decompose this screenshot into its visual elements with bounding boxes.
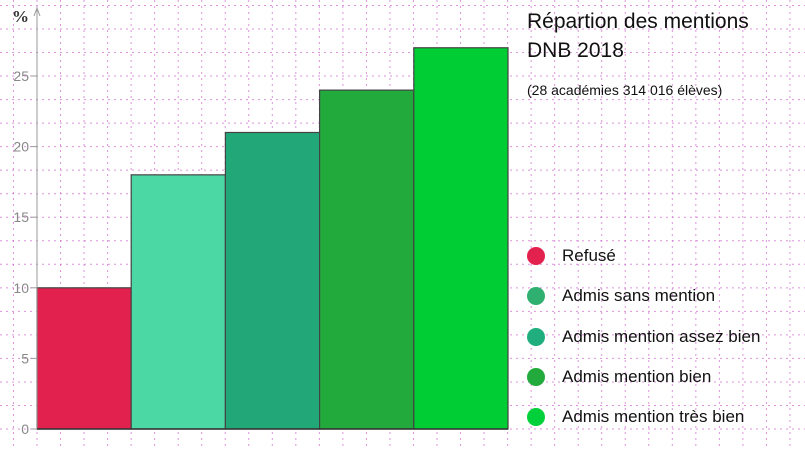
bar-5 [413, 47, 509, 430]
y-tick-label: 15 [13, 209, 29, 225]
legend-swatch [527, 368, 545, 387]
legend-item-tres-bien: Admis mention très bien [527, 397, 760, 437]
legend-label: Admis sans mention [562, 286, 716, 306]
legend-label: Admis mention très bien [562, 407, 745, 427]
bar-2 [130, 174, 226, 430]
chart-title-line-1: Répartion des mentions [527, 10, 749, 33]
chart-title-line-2: DNB 2018 [527, 39, 624, 62]
y-axis-arrow-icon [33, 6, 41, 17]
legend-item-assez-bien: Admis mention assez bien [527, 317, 760, 357]
legend-swatch [527, 287, 545, 306]
legend-swatch [527, 327, 545, 346]
chart-subtitle: (28 académies 314 016 élèves) [527, 82, 723, 98]
bar-3 [224, 131, 321, 430]
axes: 0 5 10 15 20 25 [13, 6, 508, 437]
legend-item-refuse: Refusé [527, 236, 760, 276]
y-tick-label: 5 [21, 350, 29, 366]
y-tick-label: 10 [13, 280, 29, 296]
y-tick-label: 0 [21, 421, 29, 437]
bars [36, 47, 509, 430]
legend-swatch [527, 408, 545, 427]
legend-label: Admis mention assez bien [562, 326, 761, 346]
legend: Refusé Admis sans mention Admis mention … [527, 236, 760, 437]
bar-4 [319, 89, 415, 430]
y-axis-label: % [12, 7, 29, 26]
legend-item-bien: Admis mention bien [527, 357, 760, 397]
bar-1 [36, 287, 132, 430]
legend-swatch [527, 247, 545, 266]
legend-label: Refusé [562, 246, 616, 266]
y-tick-label: 25 [13, 68, 29, 84]
legend-item-sans-mention: Admis sans mention [527, 276, 760, 316]
y-tick-label: 20 [13, 139, 29, 155]
legend-label: Admis mention bien [562, 367, 712, 387]
